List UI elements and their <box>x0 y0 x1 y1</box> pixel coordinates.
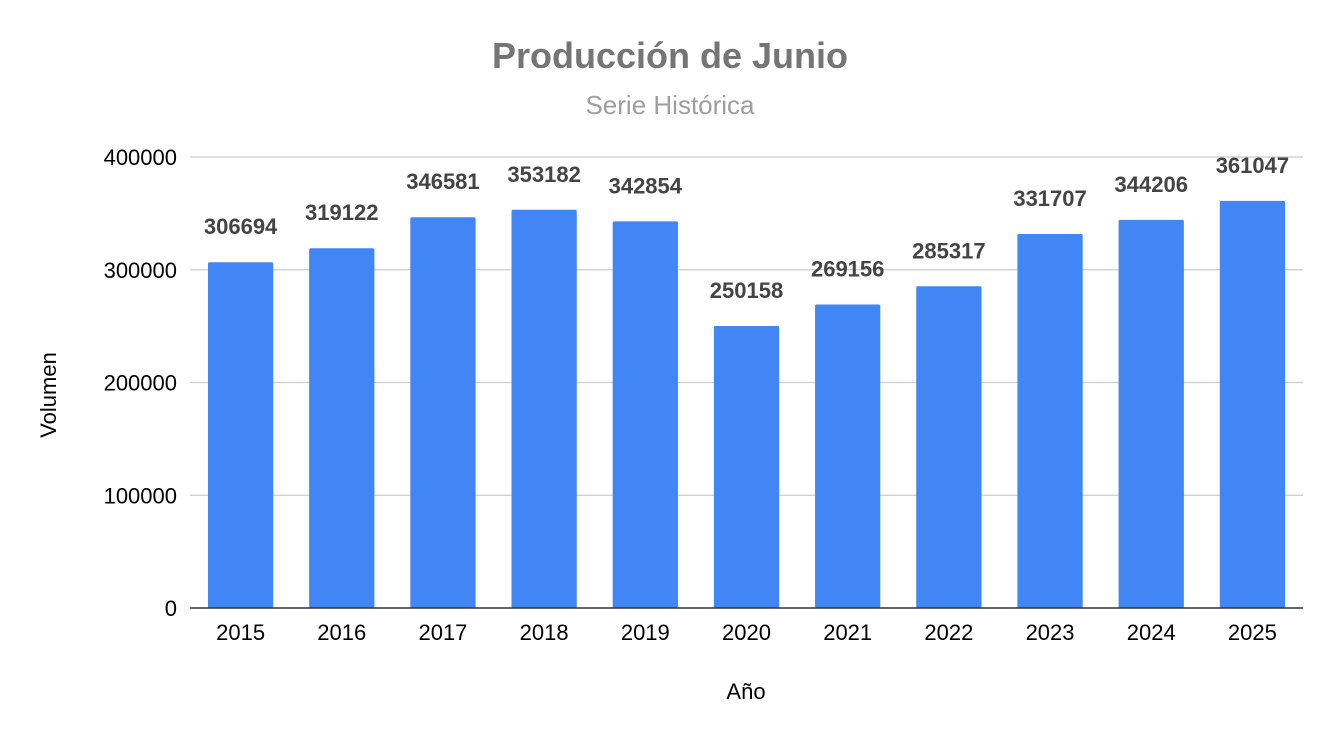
bar-2024 <box>1118 219 1184 609</box>
x-tick-label: 2024 <box>1127 620 1176 645</box>
x-axis-label: Año <box>726 679 765 704</box>
bar-2015 <box>207 262 274 608</box>
bar-2016 <box>309 248 375 608</box>
x-tick-label: 2020 <box>722 620 771 645</box>
data-labels: 306694 319122 346581 353182 342854 250158 2691… <box>204 153 1289 303</box>
chart-subtitle: Serie Histórica <box>585 90 755 120</box>
bar-2023 <box>1017 234 1083 608</box>
y-tick-label: 100000 <box>104 483 177 508</box>
bar-2019 <box>612 221 678 608</box>
data-label-2017: 346581 <box>406 169 479 194</box>
y-tick-label: 200000 <box>104 371 177 396</box>
data-label-2015: 306694 <box>204 214 278 239</box>
y-tick-label: 400000 <box>104 145 177 170</box>
data-label-2018: 353182 <box>507 162 580 187</box>
y-tick-label: 300000 <box>104 258 177 283</box>
data-label-2020: 250158 <box>710 278 783 303</box>
data-label-2022: 285317 <box>912 238 985 263</box>
chart-title: Producción de Junio <box>492 35 848 76</box>
x-tick-label: 2022 <box>924 620 973 645</box>
data-label-2016: 319122 <box>305 200 378 225</box>
x-tick-label: 2017 <box>418 620 467 645</box>
data-label-2024: 344206 <box>1115 172 1188 197</box>
data-label-2023: 331707 <box>1013 186 1086 211</box>
data-label-2025: 361047 <box>1216 153 1289 178</box>
data-label-2019: 342854 <box>609 173 683 198</box>
bar-2018 <box>511 209 577 608</box>
bar-2020 <box>713 325 780 608</box>
bar-2017 <box>410 217 476 608</box>
bar-2021 <box>815 304 881 608</box>
bar-2025 <box>1219 200 1286 609</box>
x-tick-label: 2018 <box>520 620 569 645</box>
bars <box>207 200 1286 609</box>
y-tick-label: 0 <box>165 596 177 621</box>
y-axis-label: Volumen <box>36 352 61 438</box>
y-axis-ticks: 0 100000 200000 300000 400000 <box>104 145 177 621</box>
x-tick-label: 2025 <box>1228 620 1277 645</box>
x-tick-label: 2023 <box>1026 620 1075 645</box>
x-axis-ticks: 2015 2016 2017 2018 2019 2020 2021 2022 2023 2024… <box>216 620 1277 645</box>
x-tick-label: 2016 <box>317 620 366 645</box>
x-tick-label: 2021 <box>823 620 872 645</box>
data-label-2021: 269156 <box>811 257 884 282</box>
bar-2022 <box>916 286 982 608</box>
x-tick-label: 2015 <box>216 620 265 645</box>
x-tick-label: 2019 <box>621 620 670 645</box>
